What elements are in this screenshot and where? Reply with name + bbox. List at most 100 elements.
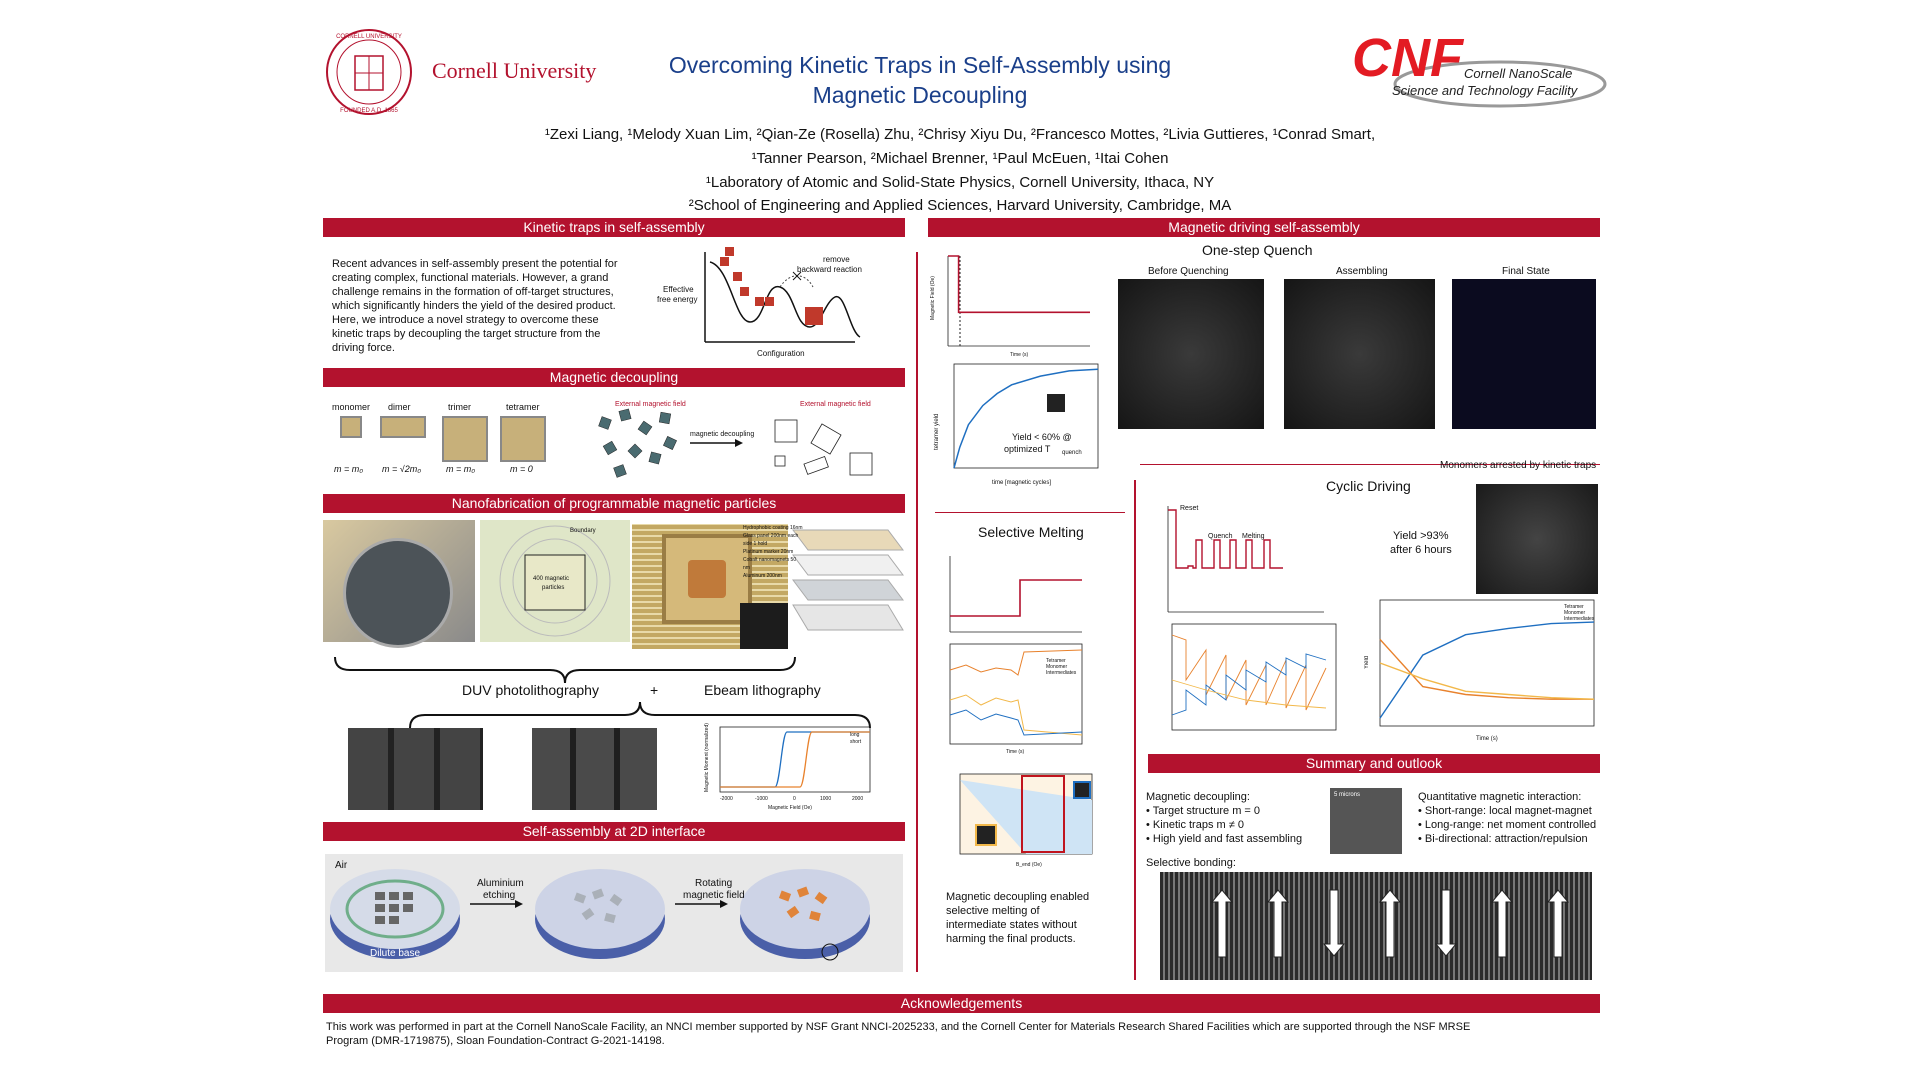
- long-series-tetramer: [1379, 621, 1595, 719]
- step2-label-b: magnetic field: [683, 890, 745, 901]
- label-tetramer: tetramer: [506, 402, 540, 412]
- ebeam-label: Ebeam lithography: [704, 682, 821, 698]
- hyst-xlabel: Magnetic Field (Oe): [768, 805, 812, 811]
- particles-label-2: particles: [542, 585, 564, 591]
- kinetic-text: Recent advances in self-assembly present…: [332, 258, 618, 354]
- quench-xlabel: Time (s): [1010, 352, 1028, 358]
- cyc-yield-note-1: Yield >93%: [1393, 530, 1449, 542]
- melt-legend-1: Monomer: [1046, 664, 1067, 670]
- monomer-tile: [340, 416, 362, 438]
- authors-line1: ¹Zexi Liang, ¹Melody Xuan Lim, ²Qian-Ze …: [544, 126, 1376, 143]
- divider-h1: [1140, 464, 1600, 465]
- long-xlabel: Time (s): [1476, 736, 1498, 742]
- final-label: Final State: [1502, 266, 1550, 277]
- ext-field-label-1: External magnetic field: [615, 401, 686, 408]
- summary-left-head: Magnetic decoupling:: [1146, 791, 1250, 803]
- dimer-tile: [380, 416, 426, 438]
- selfassembly-panel: Air Dilute base Aluminium etching Rotati…: [325, 854, 903, 972]
- authors-line2: ¹Tanner Pearson, ²Michael Brenner, ¹Paul…: [751, 150, 1169, 167]
- arrested-label: Monomers arrested by kinetic traps: [1440, 460, 1597, 471]
- hyst-xtick-0: -2000: [720, 796, 733, 802]
- decoupling-arrow-label: magnetic decoupling: [690, 431, 754, 438]
- cnf-line2: Science and Technology Facility: [1392, 83, 1578, 98]
- fe-note1: remove: [823, 255, 850, 264]
- air-label: Air: [335, 860, 348, 871]
- summary-left-item-2: High yield and fast assembling: [1146, 832, 1302, 846]
- yield-note-1: Yield < 60% @: [1012, 432, 1072, 442]
- ack-text-1: This work was performed in part at the C…: [326, 1021, 1471, 1033]
- sem-image-2: [532, 728, 657, 810]
- melt-note: Magnetic decoupling enabled selective me…: [946, 891, 1090, 945]
- assembling-image: [1284, 279, 1435, 429]
- assembling-label: Assembling: [1336, 266, 1388, 277]
- layer-label-1: Glass panel 200nm each side 1 hold: [743, 533, 799, 547]
- summary-inset: 5 microns: [1330, 788, 1402, 854]
- bend-xlabel: B_end (Oe): [1016, 862, 1042, 868]
- section-selfassembly-title: Self-assembly at 2D interface: [323, 822, 905, 841]
- yield-note-sub: quench: [1062, 450, 1082, 456]
- duv-label: DUV photolithography: [462, 682, 599, 698]
- affiliation-2: ²School of Engineering and Applied Scien…: [688, 197, 1232, 214]
- layer-stack: Hydrophobic coating 16nm Glass panel 200…: [738, 520, 908, 650]
- summary-right-list: Short-range: local magnet-magnet Long-ra…: [1418, 804, 1596, 846]
- divider-h2: [935, 512, 1125, 513]
- boundary-label: Boundary: [570, 528, 596, 534]
- layer-label-2: Platinum marker 20nm: [743, 549, 794, 555]
- fe-xlabel: Configuration: [757, 349, 805, 358]
- brace-upper: [409, 701, 871, 729]
- section-summary-title: Summary and outlook: [1148, 754, 1600, 773]
- inset-scale-label: 5 microns: [1334, 792, 1361, 798]
- long-legend-1: Monomer: [1564, 610, 1585, 616]
- wafer-photo: [323, 520, 475, 648]
- quench-ylabel: Magnetic Field (Oe): [930, 276, 936, 320]
- summary-left-item-1: Kinetic traps m ≠ 0: [1146, 818, 1302, 832]
- svg-text:CORNELL UNIVERSITY: CORNELL UNIVERSITY: [336, 34, 402, 40]
- before-image: [1118, 279, 1264, 429]
- bend-phase-plot: B_end (Oe): [946, 770, 1096, 870]
- long-ylabel: Yield: [1364, 656, 1370, 669]
- summary-right-head: Quantitative magnetic interaction:: [1418, 791, 1582, 803]
- summary-left-list: Target structure m = 0 Kinetic traps m ≠…: [1146, 804, 1302, 846]
- cyc-yield-note-2: after 6 hours: [1390, 544, 1452, 556]
- reset-label: Reset: [1180, 505, 1198, 512]
- section-ack-title: Acknowledgements: [323, 994, 1600, 1013]
- bonding-image: [1160, 872, 1592, 980]
- brace-lower: [334, 656, 796, 684]
- fe-ylabel1: Effective: [663, 285, 694, 294]
- yield-xlabel: time [magnetic cycles]: [992, 480, 1051, 486]
- section-nanofab-title: Nanofabrication of programmable magnetic…: [323, 494, 905, 513]
- hyst-ylabel: Magnetic Moment (normalized): [704, 723, 710, 792]
- long-legend-0: Tetramer: [1564, 604, 1584, 610]
- selective-bonding-label: Selective bonding:: [1146, 857, 1236, 869]
- selective-title: Selective Melting: [978, 524, 1084, 540]
- hyst-xtick-3: 1000: [820, 796, 831, 802]
- particle-types: monomer dimer trimer tetramer m = m₀ m =…: [330, 398, 560, 478]
- section-driving-title: Magnetic driving self-assembly: [928, 218, 1600, 237]
- ack-text-2: Program (DMR-1719875), Sloan Foundation-…: [326, 1035, 665, 1047]
- eq-trimer: m = m₀: [446, 464, 476, 474]
- base-label: Dilute base: [370, 948, 420, 959]
- hyst-xtick-2: 0: [793, 796, 796, 802]
- summary-right-item-0: Short-range: local magnet-magnet: [1418, 804, 1596, 818]
- particle-grid: [632, 524, 788, 649]
- melt-legend-0: Tetramer: [1046, 658, 1066, 664]
- cyclic-title: Cyclic Driving: [1326, 478, 1411, 494]
- sem-image-1: [348, 728, 483, 810]
- quench-field-plot: Magnetic Field (Oe) Time (s): [930, 250, 1095, 360]
- quench-series-line: [948, 255, 1090, 314]
- long-series-intermediates: [1379, 662, 1595, 700]
- poster-title-line1: Overcoming Kinetic Traps in Self-Assembl…: [668, 52, 1172, 78]
- long-series-monomer: [1379, 638, 1594, 700]
- cnf-logo-text: CNF: [1352, 28, 1465, 88]
- affiliation-1: ¹Laboratory of Atomic and Solid-State Ph…: [705, 174, 1215, 191]
- eq-dimer: m = √2m₀: [382, 464, 421, 474]
- label-dimer: dimer: [388, 402, 411, 412]
- step1-label-a: Aluminium: [477, 878, 524, 889]
- label-trimer: trimer: [448, 402, 471, 412]
- hysteresis-plot: long short -2000 -1000 0 1000 2000 Magne…: [700, 722, 875, 812]
- particles-label-1: 400 magnetic: [533, 576, 569, 582]
- divider-left: [916, 252, 918, 972]
- wafer-layout: Boundary 400 magnetic particles: [480, 520, 630, 642]
- cyclic-field-plot: Reset Quench Melting: [1148, 500, 1328, 620]
- tetramer-yield-plot: tetramer yield time [magnetic cycles] Yi…: [932, 360, 1102, 488]
